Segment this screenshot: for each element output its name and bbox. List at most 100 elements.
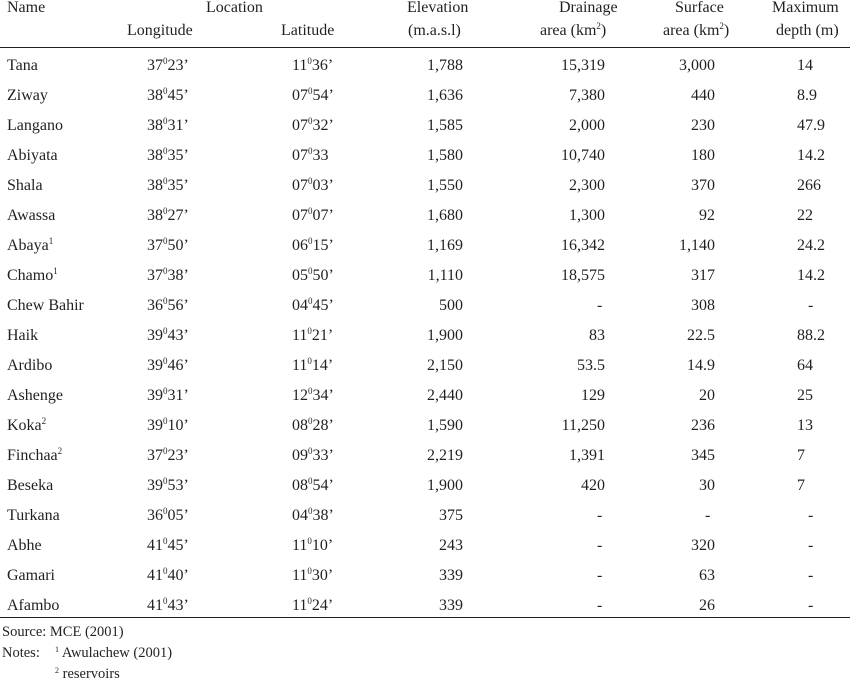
- latitude-cell: 11030’: [292, 566, 334, 585]
- max-depth-cell: 47.9: [797, 117, 825, 134]
- longitude-cell: 39046’: [147, 356, 189, 375]
- surface-area-cell: 230: [691, 117, 715, 134]
- latitude-cell: 07007’: [292, 206, 334, 225]
- header-latitude: Latitude: [281, 22, 335, 39]
- elevation-cell: 1,580: [427, 147, 463, 164]
- latitude-cell: 12034’: [292, 386, 334, 405]
- table-row: Awassa 38027’ 07007’ 1,680 1,300 92 22: [0, 202, 850, 232]
- header-elevation-unit: (m.a.s.l): [408, 22, 461, 39]
- latitude-cell: 11024’: [292, 596, 334, 615]
- max-depth-cell: 14: [797, 57, 813, 74]
- max-depth-cell: 14.2: [797, 267, 825, 284]
- lake-name: Beseka: [7, 477, 54, 494]
- footnote-marker: 1: [53, 266, 58, 276]
- elevation-cell: 1,636: [427, 87, 463, 104]
- drainage-area-cell: 15,319: [561, 57, 605, 74]
- elevation-cell: 1,900: [427, 477, 463, 494]
- max-depth-cell: 13: [797, 417, 813, 434]
- longitude-cell: 38035’: [147, 176, 189, 195]
- surface-area-cell: 1,140: [679, 237, 715, 254]
- lake-name: Finchaa2: [7, 446, 63, 465]
- table-row: Tana 37023’ 11036’ 1,788 15,319 3,000 14: [0, 52, 850, 82]
- lake-name: Chew Bahir: [7, 297, 84, 314]
- max-depth-cell: -: [808, 567, 814, 584]
- lake-name: Chamo1: [7, 266, 58, 285]
- header-surface-unit: area (km2): [663, 21, 730, 40]
- surface-area-cell: 440: [691, 87, 715, 104]
- elevation-cell: 1,590: [427, 417, 463, 434]
- surface-area-cell: -: [705, 507, 711, 524]
- surface-area-cell: 320: [691, 537, 715, 554]
- drainage-area-cell: 16,342: [561, 237, 605, 254]
- notes-label: Notes:: [2, 645, 40, 661]
- table-row: Shala 38035’ 07003’ 1,550 2,300 370 266: [0, 172, 850, 202]
- table-row: Haik 39043’ 11021’ 1,900 83 22.5 88.2: [0, 322, 850, 352]
- header-surface: Surface: [675, 0, 724, 16]
- drainage-area-cell: 53.5: [577, 357, 605, 374]
- table-row: Abaya1 37050’ 06015’ 1,169 16,342 1,140 24.2: [0, 232, 850, 262]
- table-row: Langano 38031’ 07032’ 1,585 2,000 230 47.9: [0, 112, 850, 142]
- elevation-cell: 2,150: [427, 357, 463, 374]
- longitude-cell: 41045’: [147, 536, 189, 555]
- latitude-cell: 07033: [292, 146, 329, 165]
- elevation-cell: 1,169: [427, 237, 463, 254]
- lake-name: Abhe: [7, 537, 42, 554]
- longitude-cell: 38031’: [147, 116, 189, 135]
- footnote-1: 1 Awulachew (2001): [55, 645, 173, 661]
- header-depth-unit: depth (m): [776, 22, 839, 39]
- table-row: Abhe 41045’ 11010’ 243 - 320 -: [0, 532, 850, 562]
- elevation-cell: 375: [439, 507, 463, 524]
- latitude-cell: 08054’: [292, 476, 334, 495]
- longitude-cell: 39031’: [147, 386, 189, 405]
- elevation-cell: 1,585: [427, 117, 463, 134]
- lake-name: Gamari: [7, 567, 55, 584]
- drainage-area-cell: -: [597, 537, 603, 554]
- surface-area-cell: 30: [699, 477, 715, 494]
- surface-area-cell: 14.9: [687, 357, 715, 374]
- drainage-area-cell: 129: [581, 387, 605, 404]
- latitude-cell: 07003’: [292, 176, 334, 195]
- table-row: Ziway 38045’ 07054’ 1,636 7,380 440 8.9: [0, 82, 850, 112]
- longitude-cell: 39043’: [147, 326, 189, 345]
- lake-name: Tana: [7, 57, 38, 74]
- drainage-area-cell: -: [597, 507, 603, 524]
- longitude-cell: 41040’: [147, 566, 189, 585]
- longitude-cell: 37050’: [147, 236, 189, 255]
- elevation-cell: 1,110: [427, 267, 463, 284]
- max-depth-cell: -: [808, 537, 814, 554]
- drainage-area-cell: 10,740: [561, 147, 605, 164]
- max-depth-cell: 7: [797, 447, 805, 464]
- drainage-area-cell: 1,300: [569, 207, 605, 224]
- table-row: Chamo1 37038’ 05050’ 1,110 18,575 317 14.2: [0, 262, 850, 292]
- table-body: Tana 37023’ 11036’ 1,788 15,319 3,000 14 Ziway 3…: [0, 52, 850, 622]
- drainage-area-cell: 7,380: [569, 87, 605, 104]
- longitude-cell: 37023’: [147, 446, 189, 465]
- drainage-area-cell: 11,250: [561, 417, 605, 434]
- table-row: Gamari 41040’ 11030’ 339 - 63 -: [0, 562, 850, 592]
- latitude-cell: 07054’: [292, 86, 334, 105]
- surface-area-cell: 22.5: [687, 327, 715, 344]
- elevation-cell: 1,788: [427, 57, 463, 74]
- header-name: Name: [7, 0, 46, 16]
- drainage-area-cell: 1,391: [569, 447, 605, 464]
- drainage-area-cell: -: [597, 297, 603, 314]
- lake-name: Abiyata: [7, 147, 58, 164]
- max-depth-cell: 7: [797, 477, 805, 494]
- latitude-cell: 05050’: [292, 266, 334, 285]
- drainage-area-cell: 18,575: [561, 267, 605, 284]
- lake-name: Awassa: [7, 207, 56, 224]
- longitude-cell: 41043’: [147, 596, 189, 615]
- header-rule: [0, 47, 850, 48]
- max-depth-cell: 22: [797, 207, 813, 224]
- header-elevation: Elevation: [407, 0, 469, 16]
- surface-area-cell: 345: [691, 447, 715, 464]
- table-row: Ardibo 39046’ 11014’ 2,150 53.5 14.9 64: [0, 352, 850, 382]
- surface-area-cell: 180: [691, 147, 715, 164]
- lake-name: Ardibo: [7, 357, 53, 374]
- lake-name: Koka2: [7, 416, 47, 435]
- latitude-cell: 09033’: [292, 446, 334, 465]
- footnote-marker: 1: [48, 236, 54, 246]
- latitude-cell: 11010’: [292, 536, 334, 555]
- lake-name: Abaya1: [7, 236, 54, 255]
